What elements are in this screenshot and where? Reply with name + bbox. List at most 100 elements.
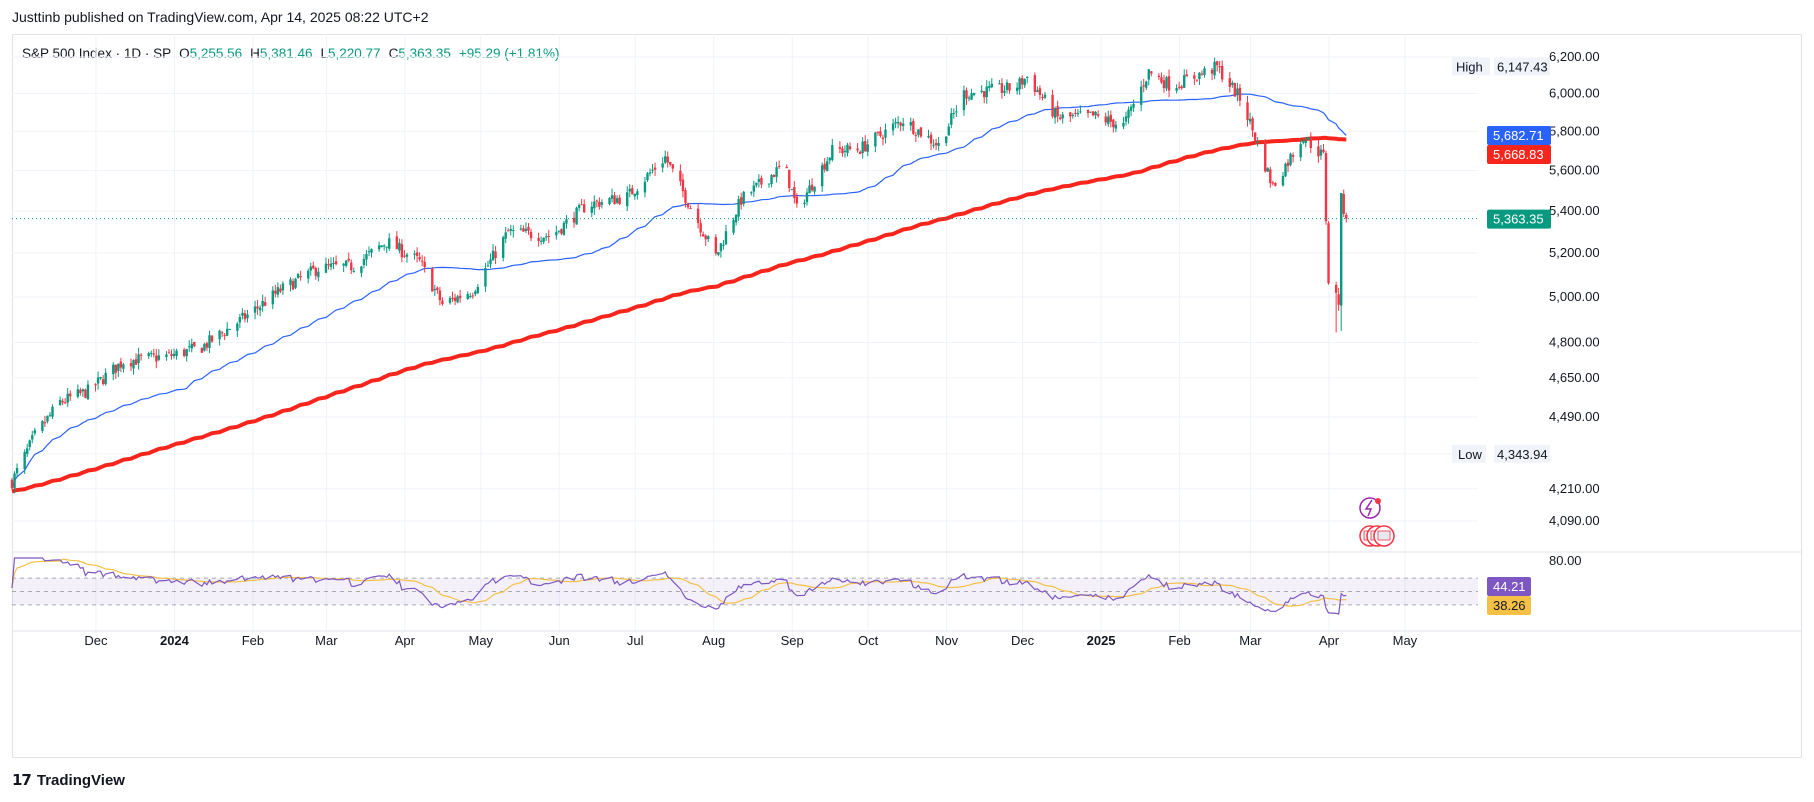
candle-body: [405, 254, 409, 257]
candle-body: [1107, 116, 1110, 124]
candle-body: [1195, 79, 1199, 81]
candle-body: [775, 167, 778, 177]
candle: [1185, 69, 1188, 77]
candle: [899, 121, 902, 132]
low-label-box: [1452, 444, 1486, 463]
low-value-box: [1494, 444, 1550, 463]
candle: [664, 150, 667, 164]
candle: [1175, 84, 1178, 94]
candle-body: [314, 268, 318, 276]
candle-body: [1127, 109, 1130, 118]
candle-body: [542, 237, 545, 242]
candle-body: [1200, 73, 1204, 75]
candle-body: [1086, 109, 1090, 113]
candle: [299, 270, 302, 281]
candle-body: [157, 355, 161, 360]
candle: [137, 347, 140, 370]
candle-body: [932, 144, 935, 146]
candle: [114, 364, 118, 379]
candle-body: [739, 197, 743, 205]
candle-body: [1023, 79, 1026, 86]
candle: [820, 162, 824, 192]
candle-body: [909, 122, 912, 126]
candle-body: [828, 157, 831, 161]
candle: [1269, 166, 1272, 188]
candle-body: [618, 197, 621, 205]
candle-body: [737, 199, 740, 217]
candle-body: [347, 258, 350, 261]
candle-body: [1150, 71, 1153, 74]
time-axis-label: Feb: [242, 633, 264, 648]
candle-body: [843, 150, 847, 152]
candle: [684, 187, 687, 208]
candle-body: [681, 179, 685, 192]
candle-body: [1079, 111, 1082, 113]
candle: [838, 141, 842, 154]
time-axis-label: Sep: [781, 633, 804, 648]
candle-body: [1129, 106, 1133, 111]
candle: [707, 235, 710, 242]
candle-body: [228, 328, 231, 330]
candle: [1162, 75, 1166, 93]
candle-body: [1253, 132, 1257, 141]
candle-body: [377, 245, 381, 250]
candle-body: [1251, 118, 1254, 131]
candle: [1074, 108, 1077, 117]
candle-body: [1122, 122, 1125, 127]
candle: [228, 328, 231, 330]
candle: [1114, 120, 1118, 133]
candle-body: [1139, 86, 1143, 105]
candle-body: [1008, 83, 1011, 91]
candle: [990, 78, 994, 89]
candle: [737, 195, 740, 221]
candle-body: [471, 295, 474, 297]
candle-body: [223, 334, 226, 336]
candle-body: [448, 298, 452, 303]
candle-body: [572, 217, 576, 223]
candle-body: [388, 238, 391, 249]
candle-body: [1286, 162, 1290, 166]
candle-body: [112, 364, 115, 375]
candle-body: [545, 236, 548, 238]
candle-body: [628, 188, 631, 192]
candle: [795, 193, 799, 208]
high-label: High: [1456, 59, 1483, 74]
candle: [139, 353, 143, 361]
candle-body: [896, 122, 900, 124]
candle-body: [1074, 112, 1077, 114]
candle: [704, 234, 707, 246]
candle-body: [696, 208, 700, 223]
candle: [23, 449, 26, 474]
candle: [1124, 111, 1128, 126]
price-tick-label: 6,000.00: [1549, 86, 1600, 101]
candle-body: [66, 393, 69, 403]
candle: [46, 415, 49, 424]
candle: [1180, 84, 1183, 90]
candle: [545, 233, 548, 241]
candle: [423, 256, 426, 273]
candle-body: [841, 148, 844, 154]
candle: [590, 201, 593, 218]
candle-body: [1109, 114, 1113, 122]
candle-body: [742, 191, 745, 204]
candle-body: [167, 352, 171, 354]
candle: [122, 362, 125, 373]
candle: [1286, 159, 1290, 173]
candle-body: [631, 188, 634, 195]
time-axis-label: Dec: [1011, 633, 1035, 648]
candle-body: [927, 136, 930, 138]
candle: [344, 260, 348, 268]
candle: [312, 261, 315, 270]
candle-body: [901, 123, 905, 127]
candle: [193, 341, 196, 348]
candle-body: [805, 192, 809, 203]
candle-body: [203, 343, 206, 351]
candle: [307, 268, 310, 284]
candle-body: [646, 173, 649, 181]
candle-body: [988, 86, 991, 88]
candle-body: [360, 266, 363, 273]
candle: [770, 173, 773, 188]
tradingview-brand[interactable]: 𝟭𝟳 TradingView: [12, 771, 125, 790]
candle: [610, 188, 614, 203]
